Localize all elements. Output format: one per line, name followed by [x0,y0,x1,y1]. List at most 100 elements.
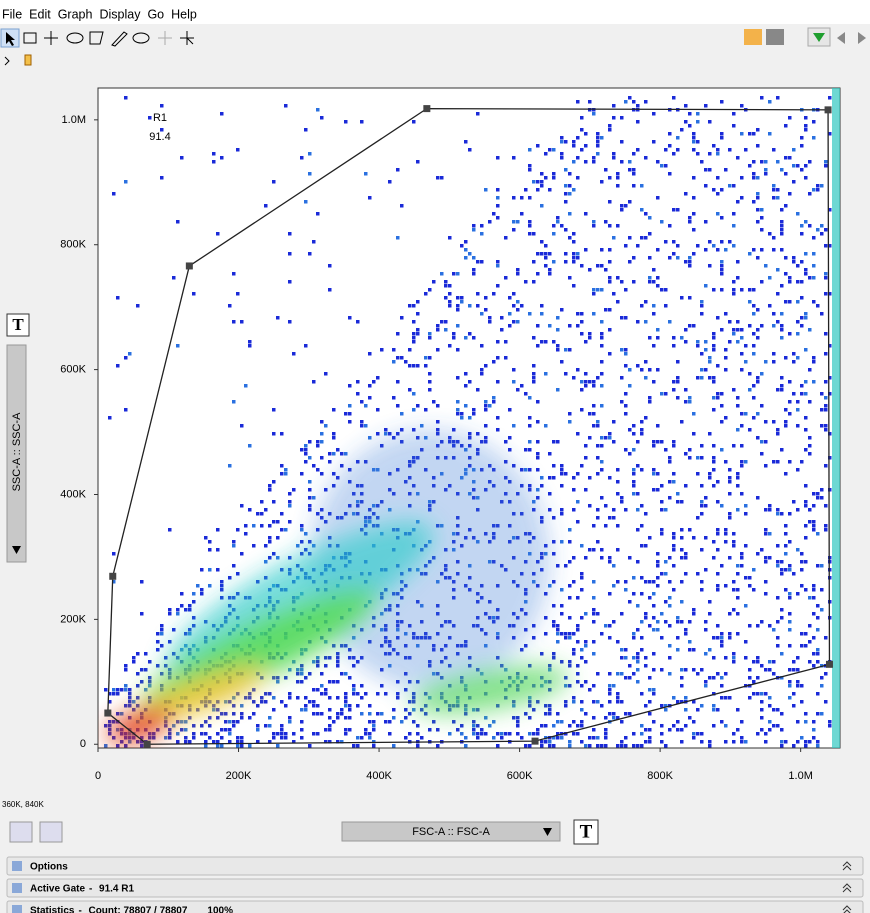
density-dot [548,452,552,456]
density-dot [712,344,716,348]
density-dot [248,344,252,348]
density-dot [692,228,696,232]
x-param-dropdown[interactable] [341,821,561,842]
btn-layer[interactable] [9,821,33,843]
density-dot [400,412,404,416]
density-dot [480,232,484,236]
tool-spline[interactable] [132,32,150,44]
tool-split[interactable] [158,31,172,45]
density-dot [512,464,516,468]
density-dot [620,672,624,676]
btn-share[interactable] [766,29,784,45]
density-dot [624,588,628,592]
x-tick-label: 600K [507,770,533,782]
y-transform-btn[interactable] [6,313,30,337]
density-dot [744,512,748,516]
density-dot [756,196,760,200]
density-dot [800,136,804,140]
density-dot [584,132,588,136]
density-dot [676,376,680,380]
btn-export[interactable] [744,29,762,45]
density-dot [820,684,824,688]
density-dot [652,268,656,272]
panel-header[interactable] [6,856,864,876]
density-dot [628,260,632,264]
menu-item[interactable]: Graph [58,7,93,21]
tool-polygon[interactable] [89,31,104,45]
density-dot [576,520,580,524]
btn-next[interactable] [858,32,866,44]
panel-collapse[interactable] [842,861,852,871]
y-param-dropdown[interactable] [6,344,27,563]
density-dot [552,656,556,660]
panel-collapse[interactable] [842,883,852,893]
density-dot [692,324,696,328]
density-dot [716,480,720,484]
density-dot [688,264,692,268]
gate-vertex[interactable] [109,572,117,580]
btn-refresh[interactable] [39,821,63,843]
density-dot [772,360,776,364]
gate-vertex[interactable] [104,709,112,717]
menu-item[interactable]: Help [171,7,197,21]
expand[interactable] [4,56,10,66]
density-dot [380,348,384,352]
density-dot [788,612,792,616]
density-dot [456,408,460,412]
density-dot [412,408,416,412]
panel-header[interactable] [6,900,864,913]
density-dot [628,428,632,432]
density-dot [216,232,220,236]
density-dot [280,464,284,468]
density-dot [636,660,640,664]
density-dot [720,564,724,568]
density-dot [540,340,544,344]
btn-prev[interactable] [837,32,845,44]
density-dot [300,472,304,476]
gate-vertex[interactable] [423,105,431,113]
gate-vertex[interactable] [143,740,151,748]
menu-item[interactable]: Edit [29,7,51,21]
tool-quad4[interactable] [180,31,194,45]
tool-quad[interactable] [44,31,58,45]
density-dot [672,548,676,552]
density-dot [588,100,592,104]
density-dot [580,656,584,660]
density-dot [544,724,548,728]
menu-item[interactable]: File [2,7,22,21]
density-dot [620,740,624,744]
gate-vertex[interactable] [531,737,539,745]
menu-item[interactable]: Display [99,7,141,21]
gate-vertex[interactable] [824,106,832,114]
density-dot [408,364,412,368]
density-dot [596,700,600,704]
panel-header[interactable] [6,878,864,898]
density-dot [824,424,828,428]
density-dot [288,504,292,508]
density-dot [596,444,600,448]
density-dot [564,252,568,256]
tool-rect[interactable] [23,32,37,44]
x-transform-btn[interactable] [573,819,599,845]
tool-ellipse[interactable] [66,32,84,44]
density-dot [596,136,600,140]
density-dot [664,620,668,624]
density-dot [656,584,660,588]
tool-pencil[interactable] [111,31,128,47]
menu-item[interactable]: Go [147,7,164,21]
density-dot [804,588,808,592]
density-dot [128,688,132,692]
density-dot [548,268,552,272]
density-dot [572,240,576,244]
density-dot [520,736,524,740]
gate-vertex[interactable] [825,660,833,668]
density-dot [464,736,468,740]
density-dot [300,668,304,672]
density-dot [632,672,636,676]
density-dot [464,404,468,408]
gate-vertex[interactable] [185,262,193,270]
density-dot [740,132,744,136]
density-dot [260,512,264,516]
density-dot [768,660,772,664]
density-dot [524,644,528,648]
